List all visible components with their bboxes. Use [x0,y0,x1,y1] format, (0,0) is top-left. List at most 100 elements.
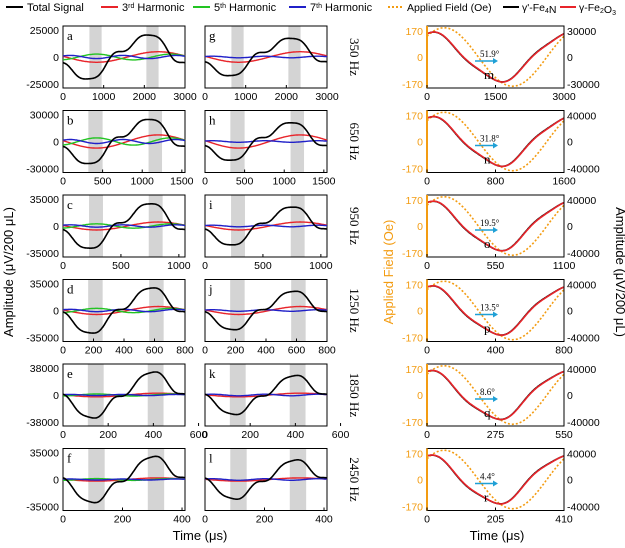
panel-letter: h [209,113,216,128]
y-tick-label: 35000 [30,279,59,291]
field-tick-label: 170 [405,364,423,376]
panel-letter: i [209,197,213,212]
panel-letter: l [209,451,213,466]
phase-label: 51.9° [480,49,500,59]
x-tick-label: 0 [424,429,430,441]
applied-field-line [426,111,565,172]
right-y-tick-label: -40000 [567,417,600,429]
right-y-tick-label: 40000 [567,111,596,123]
field-tick-label: 0 [417,306,423,318]
x-tick-label: 200 [114,514,132,526]
applied-field-line [426,364,565,426]
x-tick-label: 0 [424,514,430,526]
x-tick-label: 0 [60,514,66,526]
field-tick-label: 170 [405,111,423,123]
x-tick-label: 400 [315,514,333,526]
x-tick-label: 600 [146,345,164,357]
x-tick-label: 0 [202,514,208,526]
x-tick-label: 1000 [234,91,258,103]
x-tick-label: 3000 [173,91,197,103]
x-tick-label: 800 [487,176,505,188]
panel-letter: e [67,366,73,381]
right-y-tick-label: 30000 [567,26,596,38]
y-tick-label: 35000 [30,448,59,460]
total-signal-line [204,122,328,161]
panel-letter: g [209,28,216,43]
y-tick-label: -35000 [26,333,59,345]
field-tick-label: -170 [402,417,423,429]
x-tick-label: 1500 [170,176,194,188]
h3-line [62,51,186,63]
h3-line [62,134,186,149]
x-tick-label: 1500 [312,176,336,188]
y-tick-label: 0 [53,137,59,149]
legend-label: γ'-Fe4N [522,2,557,16]
right-y-tick-label: -40000 [567,333,600,345]
x-tick-label: 0 [424,91,430,103]
h5-line [62,307,186,314]
panel-middle: 0 200 400 600 k [202,363,349,441]
frequency-label: 950 Hz [347,207,362,245]
applied-field-line [426,280,565,341]
phase-label: 19.5° [480,218,500,228]
panel-letter: j [208,282,213,297]
x-tick-label: 400 [257,345,275,357]
frequency-label: 350 Hz [347,38,362,76]
right-y-tick-label: 40000 [567,449,596,461]
x-tick-label: 0 [202,260,208,272]
shade-band [89,195,103,257]
panel-letter: b [67,113,74,128]
shade-band [89,26,102,88]
panel-letter: f [67,451,72,466]
x-tick-label: 0 [60,176,66,188]
fe2o3-line [426,200,565,252]
phase-arrow-head [493,311,498,318]
y-tick-label: -35000 [26,502,59,514]
panel-middle: 0 200 400 l [202,448,333,526]
shade-band [149,279,164,342]
y-tick-label: -35000 [26,248,59,260]
plot-frame [62,110,186,173]
x-tick-label: 500 [94,176,112,188]
frequency-label: 1250 Hz [347,288,362,333]
x-axis-label-right: Time (μs) [470,528,525,543]
fe2o3-line [426,115,565,168]
x-tick-label: 1000 [167,260,191,272]
x-tick-label: 3000 [552,91,576,103]
field-y-axis-label: Applied Field (Oe) [381,220,396,325]
panel-letter: p [484,321,491,336]
panel-middle: 0 200 400 600 800 j [202,279,336,357]
y-tick-label: 30000 [30,110,59,122]
field-tick-label: 170 [405,280,423,292]
x-tick-label: 550 [555,429,573,441]
h5-line [62,223,186,229]
x-tick-label: 1500 [484,91,508,103]
y-tick-label: -30000 [26,164,59,176]
h5-line [62,53,186,61]
applied-field-line [426,26,565,88]
x-tick-label: 1600 [552,176,576,188]
legend-right: Applied Field (Oe) γ'-Fe4N γ-Fe2O3 [388,2,616,17]
fe2o3-line [426,369,565,421]
fe4n-line [426,369,565,421]
frequency-label: 650 Hz [347,123,362,161]
right-y-tick-label: -40000 [567,502,600,514]
x-tick-label: 600 [288,345,306,357]
field-tick-label: 170 [405,26,423,38]
phase-arrow-head [493,58,498,64]
x-tick-label: 200 [241,429,259,441]
x-tick-label: 800 [318,345,336,357]
field-tick-label: 0 [417,390,423,402]
shade-band [230,279,245,342]
x-tick-label: 0 [60,429,66,441]
